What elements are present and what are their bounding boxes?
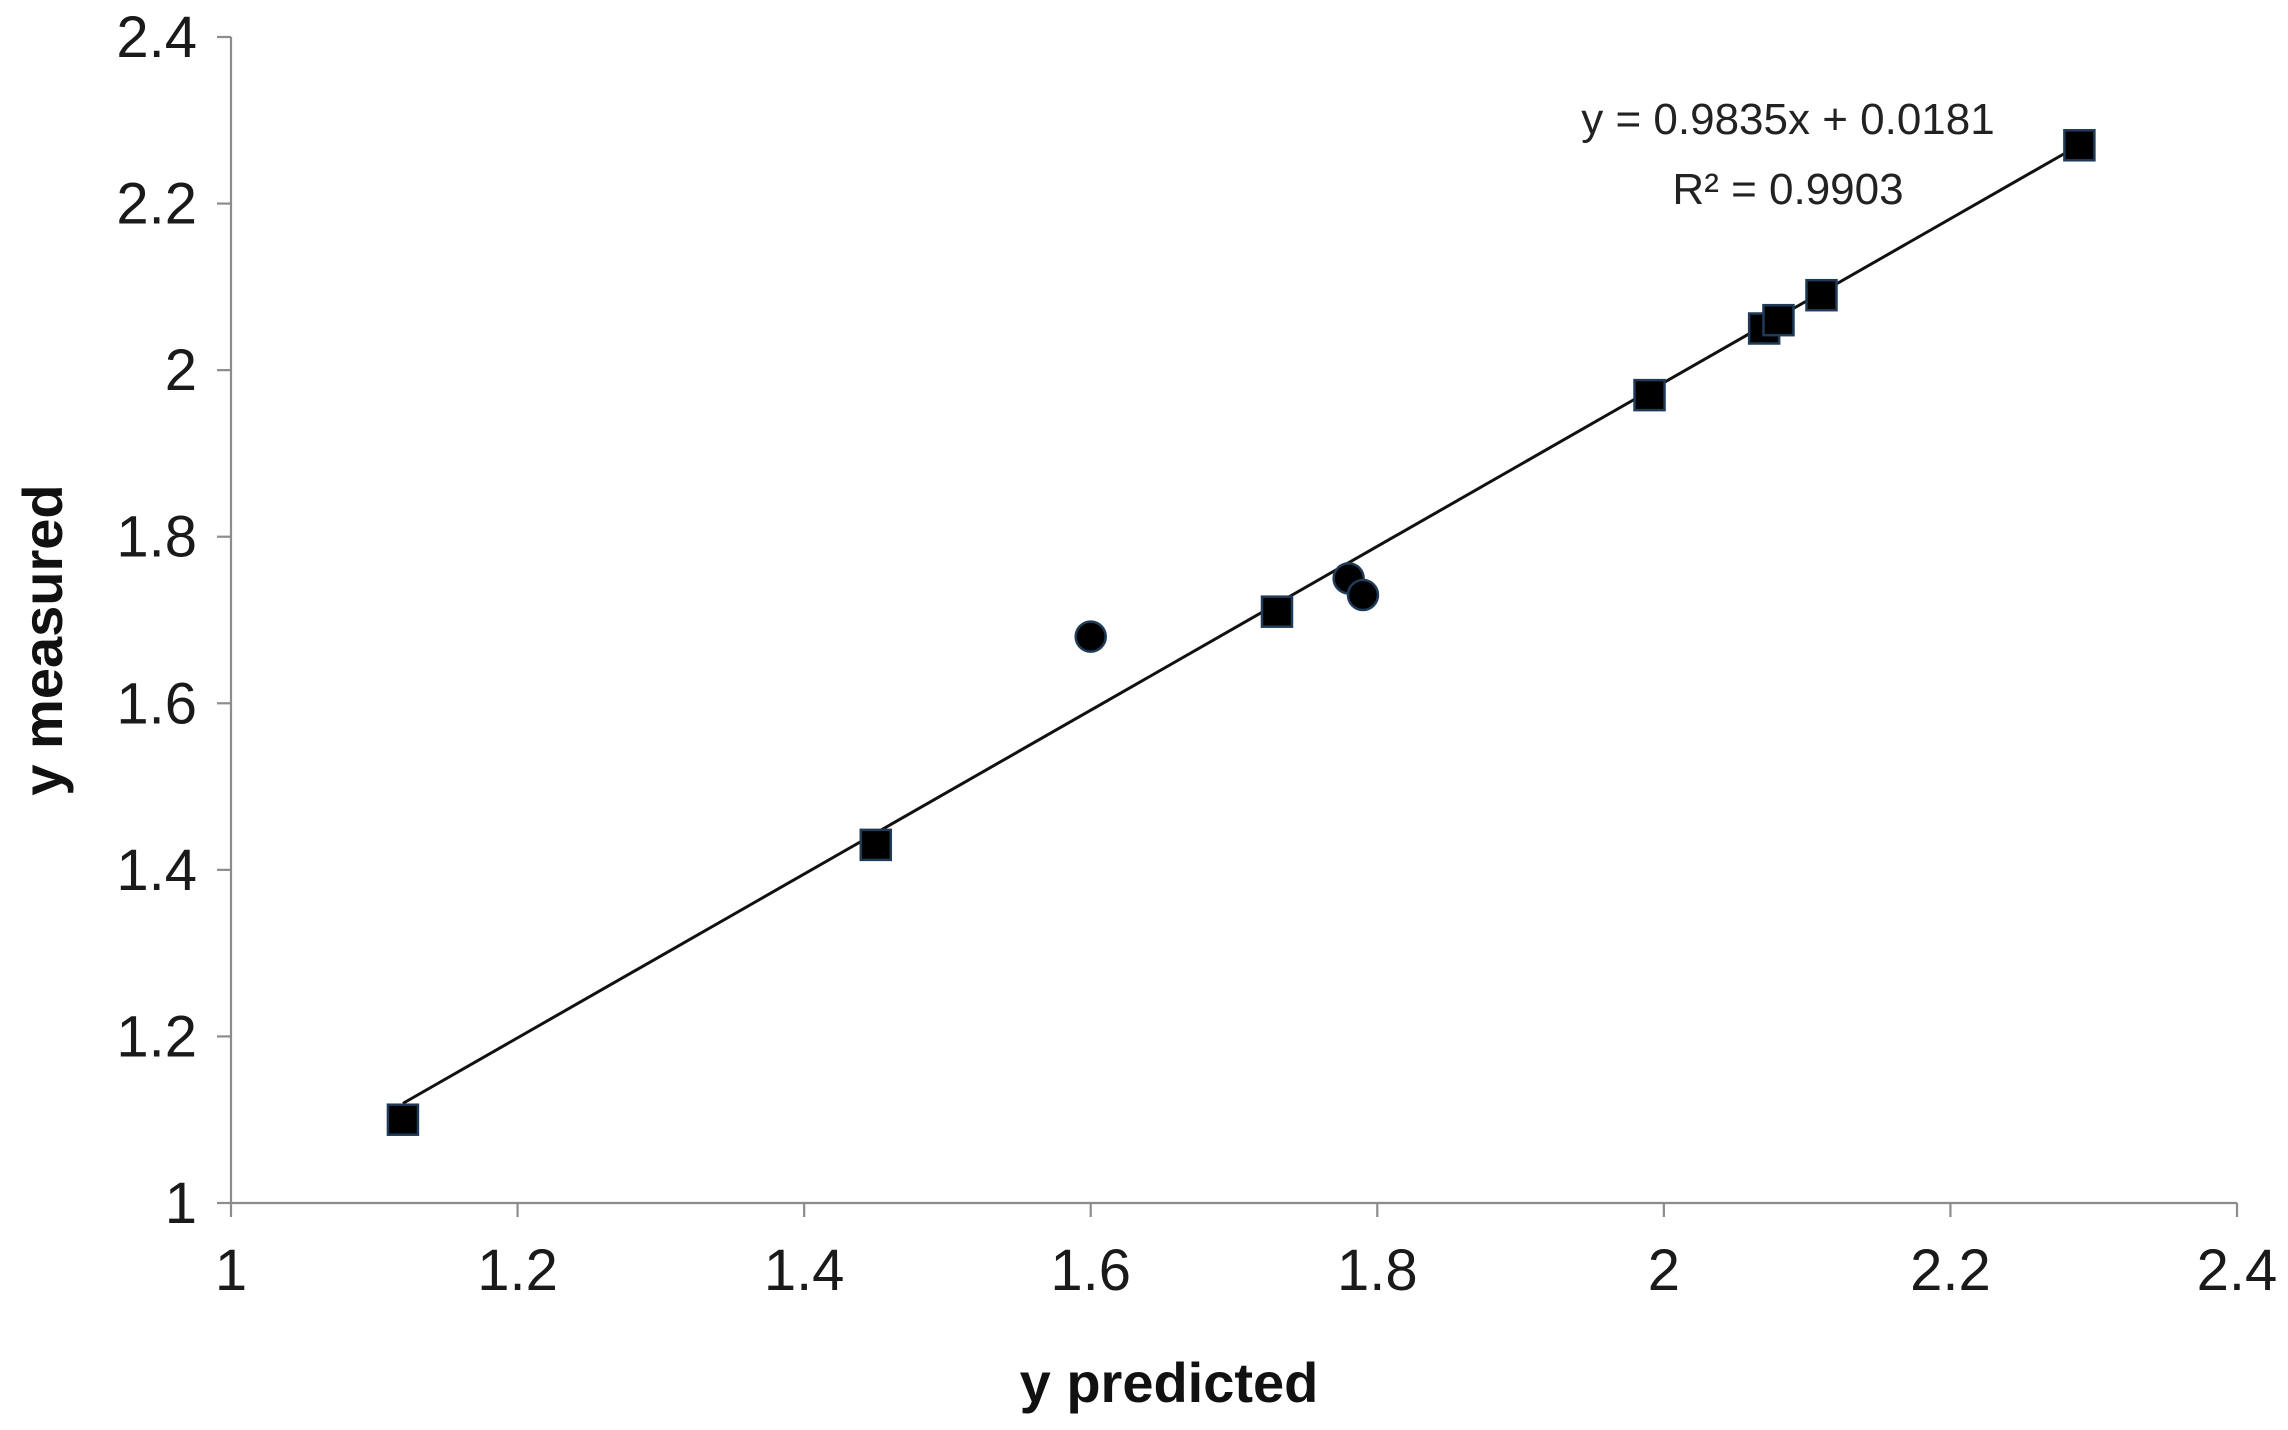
y-tick-label: 1.2 [116,1004,197,1069]
y-tick-label: 2.2 [116,172,197,237]
data-point-square [386,1103,420,1136]
y-tick-label: 2 [165,338,197,403]
x-axis-ticks: 1 1.2 1.4 1.6 1.8 2 2.2 2.4 [215,1203,2277,1303]
y-axis-title: y measured [11,484,74,795]
data-point-square [1805,278,1838,312]
data-points [386,129,2096,1136]
y-tick-label: 1.8 [116,505,197,570]
data-point-circle [1074,620,1107,653]
data-point-square [1633,378,1666,412]
x-tick-label: 1.2 [477,1238,558,1303]
data-point-square [859,828,893,862]
data-point-square [2063,129,2096,162]
x-tick-label: 1.4 [764,1238,845,1303]
trendline-equation: y = 0.9835x + 0.0181 [1581,95,1994,144]
x-tick-label: 1 [215,1238,247,1303]
y-tick-label: 1 [165,1171,197,1236]
trendline-r-squared: R² = 0.9903 [1672,165,1903,214]
y-tick-label: 1.6 [116,671,197,736]
axes [229,37,2237,1205]
x-axis-title: y predicted [1020,1351,1319,1414]
x-tick-label: 2.4 [2197,1238,2278,1303]
y-tick-label: 1.4 [116,838,197,903]
x-tick-label: 1.8 [1337,1238,1418,1303]
y-tick-label: 2.4 [116,5,197,70]
x-tick-label: 2 [1648,1238,1680,1303]
annotations: y = 0.9835x + 0.0181 R² = 0.9903 [1581,95,1994,214]
x-tick-label: 2.2 [1910,1238,1991,1303]
trendline [402,143,2081,1105]
data-point-circle [1346,578,1380,612]
data-point-square [1260,595,1294,628]
data-point-square [1762,303,1795,337]
trendline-group [402,143,2081,1105]
x-tick-label: 1.6 [1050,1238,1131,1303]
y-axis-ticks: 1 1.2 1.4 1.6 1.8 2 2.2 2.4 [116,5,231,1236]
